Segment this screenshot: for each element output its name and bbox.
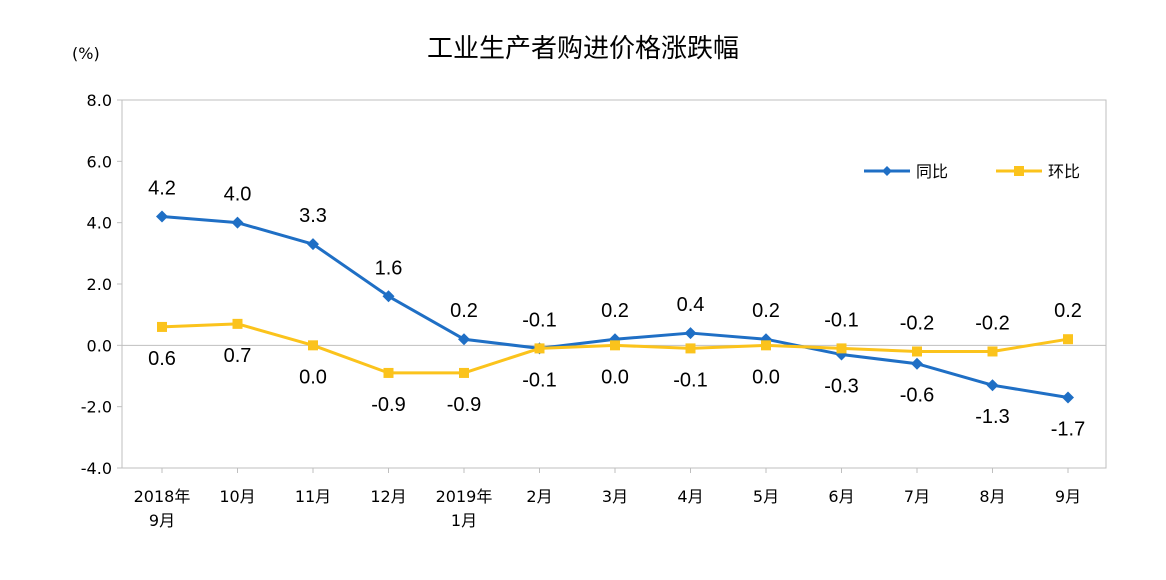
series-marker-1 <box>912 346 922 357</box>
series-marker-0 <box>382 290 395 303</box>
chart-title: 工业生产者购进价格涨跌幅 <box>426 34 739 64</box>
plot-area <box>121 99 1107 469</box>
data-label: 0.0 <box>752 366 780 388</box>
x-tick-label: 9月 <box>149 511 175 530</box>
data-label: -1.7 <box>1051 418 1085 440</box>
y-tick-label: -2.0 <box>81 398 112 417</box>
series-marker-1 <box>534 343 545 354</box>
series-marker-1 <box>685 343 696 354</box>
x-tick-label: 2月 <box>526 487 552 506</box>
data-label: 0.0 <box>601 366 629 388</box>
series-marker-0 <box>986 379 999 392</box>
y-tick-label: 0.0 <box>87 336 112 355</box>
legend: 同比 环比 <box>864 162 1080 181</box>
data-label: -0.1 <box>522 309 556 331</box>
y-axis-unit-label: (%) <box>72 44 100 63</box>
legend-marker-0 <box>882 166 892 176</box>
data-label: -0.2 <box>975 312 1009 334</box>
series-marker-1 <box>761 340 771 351</box>
x-axis-ticks: 2018年 9月 10月 11月 12月 2019年 1月 2月 3月 4月 5月 6月 7月 8月 9月 <box>134 468 1081 530</box>
series-marker-1 <box>987 346 998 357</box>
y-tick-label: 4.0 <box>87 214 112 233</box>
x-tick-label: 6月 <box>828 487 854 506</box>
x-tick-label: 8月 <box>979 487 1005 506</box>
series-marker-1 <box>157 321 167 332</box>
series-marker-1 <box>836 343 847 354</box>
data-label: 4.2 <box>148 178 176 200</box>
series-marker-1 <box>610 340 620 351</box>
x-tick-label: 2019年 <box>436 487 493 506</box>
y-tick-label: 6.0 <box>87 152 112 171</box>
data-label: -0.3 <box>824 376 858 398</box>
legend-marker-1 <box>1014 166 1024 176</box>
data-label: -0.1 <box>824 309 858 331</box>
series-marker-0 <box>156 210 168 223</box>
x-tick-label: 3月 <box>602 487 628 506</box>
data-label: -0.6 <box>900 385 934 407</box>
legend-label-0: 同比 <box>916 162 948 181</box>
series-marker-1 <box>232 318 243 329</box>
series-marker-0 <box>231 216 244 229</box>
data-label: -0.9 <box>447 394 481 416</box>
x-tick-label: 4月 <box>677 487 703 506</box>
data-label: 0.0 <box>299 366 327 388</box>
series-marker-1 <box>383 367 394 378</box>
data-label: 3.3 <box>299 205 327 227</box>
data-label: 1.6 <box>375 257 403 279</box>
y-axis-ticks: 8.0 6.0 4.0 2.0 0.0 -2.0 -4.0 <box>81 91 122 478</box>
data-labels-layer: 4.2 4.0 3.3 1.6 0.2 -0.1 0.2 0.4 0.2 -0.3 -0.6 -1.3… <box>148 178 1085 441</box>
legend-label-1: 环比 <box>1048 162 1080 181</box>
data-label: 0.2 <box>1054 300 1082 322</box>
series-marker-1 <box>459 367 469 378</box>
series-marker-0 <box>458 333 470 346</box>
series-marker-0 <box>684 327 697 340</box>
x-tick-label: 7月 <box>904 487 930 506</box>
x-tick-label: 1月 <box>451 511 477 530</box>
x-tick-label: 5月 <box>753 487 779 506</box>
series-marker-1 <box>308 340 318 351</box>
data-label: 0.6 <box>148 348 176 370</box>
x-tick-label: 12月 <box>370 487 406 506</box>
data-label: -0.9 <box>371 394 405 416</box>
data-label: -1.3 <box>975 406 1009 428</box>
x-tick-label: 11月 <box>295 487 331 506</box>
x-tick-label: 10月 <box>219 487 255 506</box>
series-marker-0 <box>911 357 923 370</box>
data-label: 0.4 <box>677 294 705 316</box>
data-label: 4.0 <box>224 184 252 206</box>
series-marker-0 <box>307 238 319 251</box>
x-tick-label: 9月 <box>1055 487 1081 506</box>
y-tick-label: 2.0 <box>87 275 112 294</box>
data-label: 0.7 <box>224 345 252 367</box>
series-marker-1 <box>1063 334 1073 345</box>
y-tick-label: -4.0 <box>81 459 112 478</box>
data-label: 0.2 <box>601 300 629 322</box>
data-label: 0.2 <box>450 300 478 322</box>
data-label: -0.2 <box>900 312 934 334</box>
series-layer <box>156 210 1074 404</box>
data-label: -0.1 <box>673 369 707 391</box>
x-tick-label: 2018年 <box>134 487 191 506</box>
data-label: -0.1 <box>522 369 556 391</box>
series-marker-0 <box>1062 391 1074 404</box>
data-label: 0.2 <box>752 300 780 322</box>
y-tick-label: 8.0 <box>87 91 112 110</box>
